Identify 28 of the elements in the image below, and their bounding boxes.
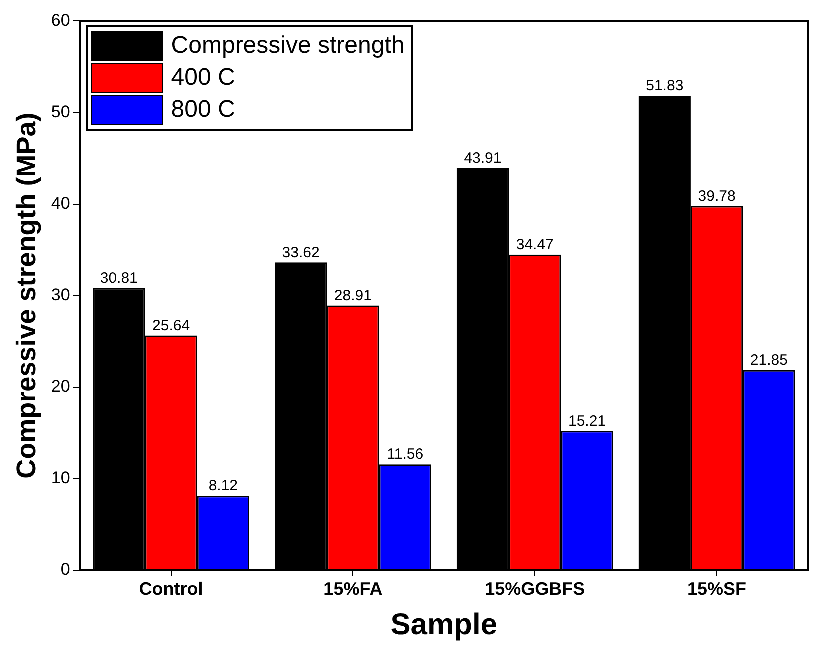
data-label: 51.83 [646, 78, 684, 95]
data-label: 39.78 [698, 188, 736, 205]
y-tick-label: 20 [51, 377, 70, 396]
legend-label: Compressive strength [171, 32, 405, 60]
data-label: 43.91 [464, 150, 502, 168]
data-label: 28.91 [334, 287, 372, 304]
data-label: 30.81 [100, 270, 138, 288]
y-tick-label: 0 [60, 560, 70, 580]
x-tick-label: 15%SF [688, 579, 747, 600]
data-label: 34.47 [516, 236, 554, 254]
data-label: 8.12 [208, 478, 238, 495]
y-tick-label: 30 [51, 285, 70, 304]
data-label: 25.64 [152, 317, 190, 334]
data-label: 15.21 [568, 412, 606, 430]
y-tick-label: 40 [51, 194, 70, 213]
legend-label: 800 C [171, 96, 236, 124]
y-axis-title: Compressive strength (MPa) [12, 112, 42, 479]
x-tick-label: 15%GGBFS [485, 579, 586, 600]
y-tick-label: 50 [51, 102, 70, 122]
x-tick-label: Control [139, 579, 204, 600]
data-label: 21.85 [750, 352, 788, 370]
x-tick-label: 15%FA [324, 579, 383, 600]
legend-label: 400 C [171, 64, 236, 92]
y-tick-label: 60 [51, 10, 70, 30]
y-tick-label: 10 [51, 468, 70, 488]
data-label: 33.62 [282, 244, 320, 262]
data-label: 11.56 [387, 446, 424, 464]
x-axis-title: Sample [390, 608, 498, 642]
